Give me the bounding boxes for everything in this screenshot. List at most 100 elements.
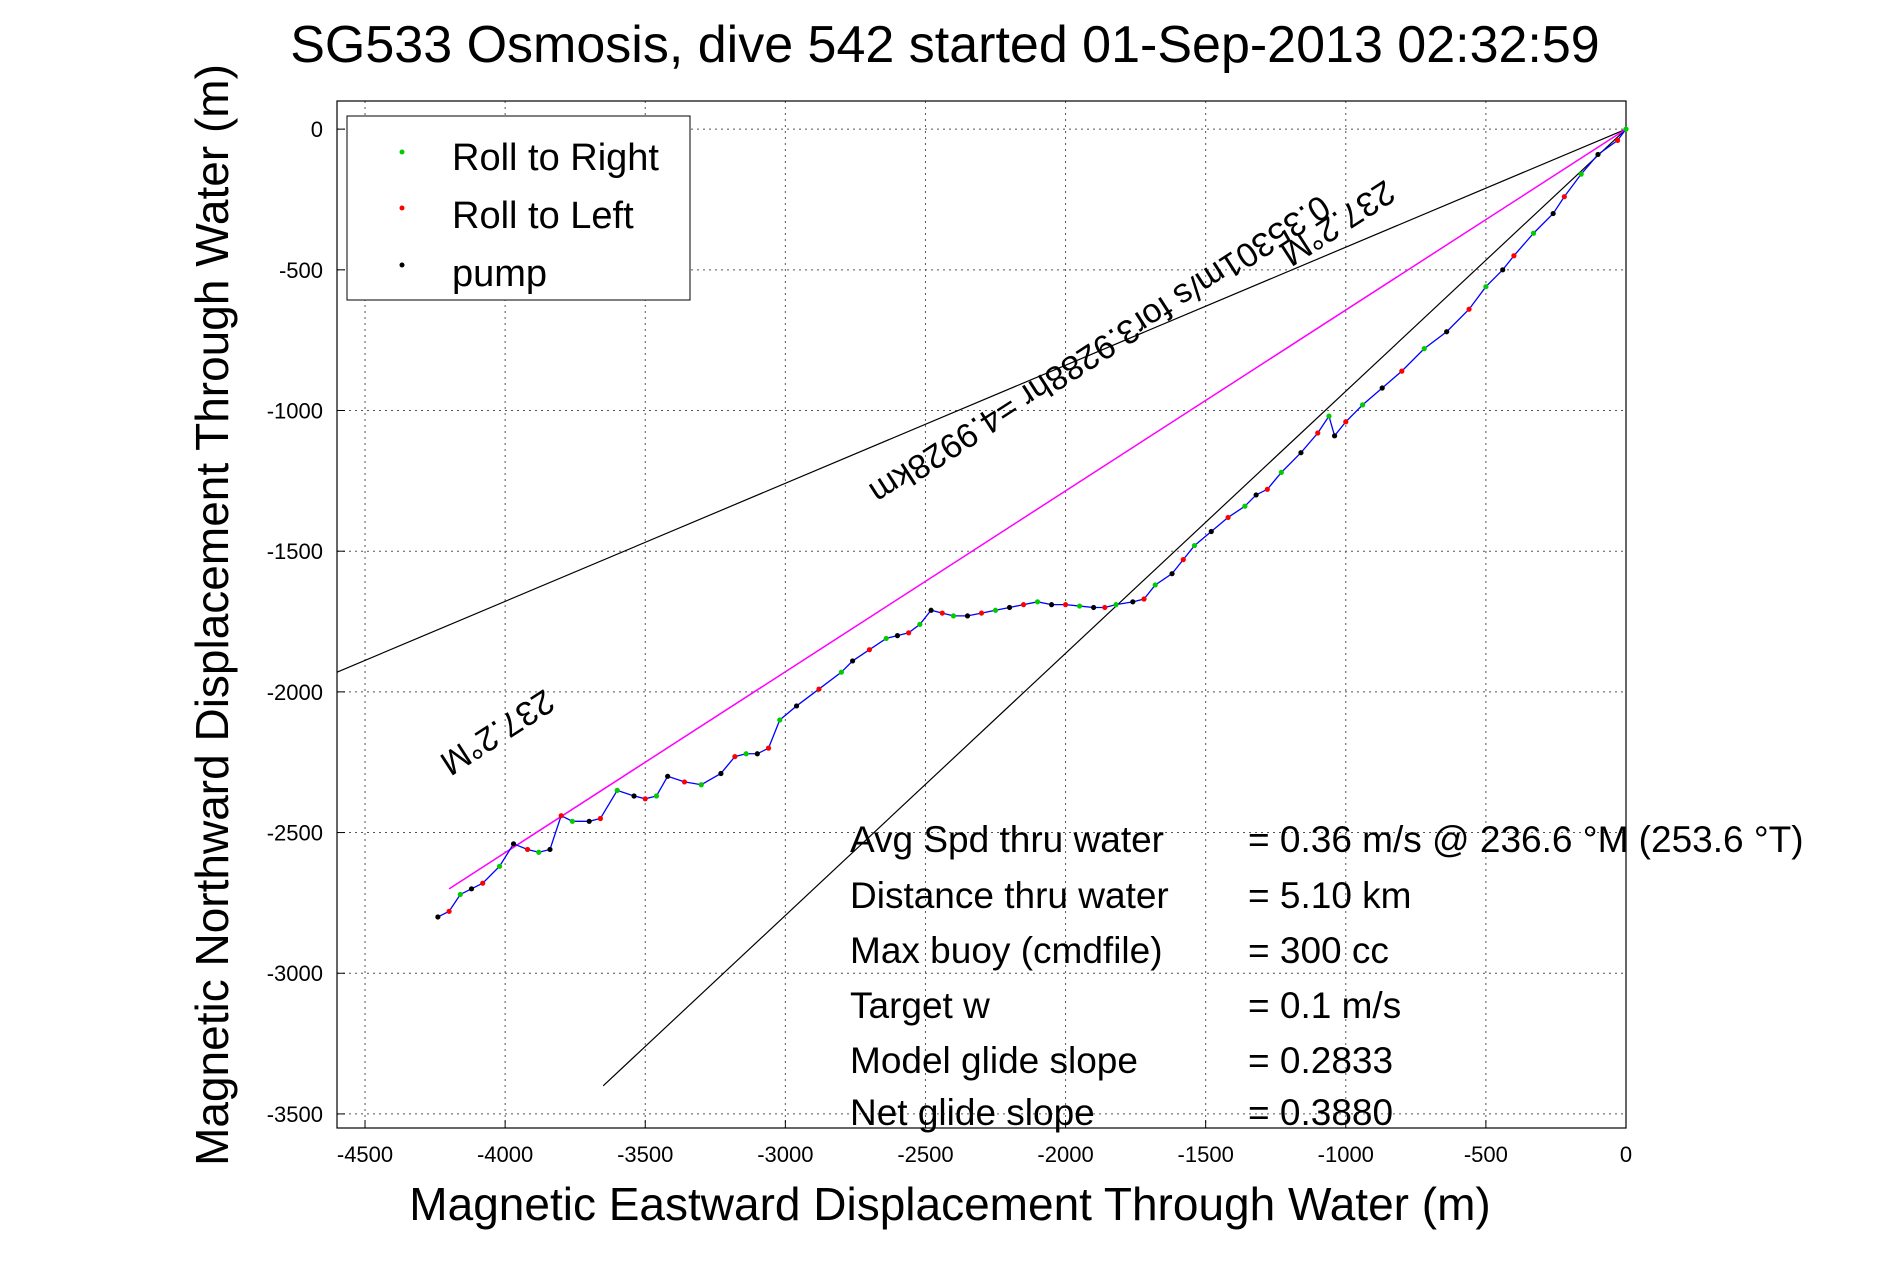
summary-label-max-buoy: Max buoy (cmdfile)	[850, 930, 1163, 971]
track-point-roll-left	[765, 745, 772, 751]
summary-label-target-w: Target w	[850, 985, 990, 1026]
summary-value-target-w: = 0.1 m/s	[1248, 985, 1401, 1026]
track-point-roll-right	[1483, 284, 1489, 290]
track-point-roll-right	[1191, 542, 1198, 549]
summary-value-net-glide: = 0.3880	[1248, 1092, 1393, 1133]
track-point-pump	[631, 793, 637, 799]
y-tick-label: -2000	[267, 680, 323, 705]
y-tick-label: -2500	[267, 821, 323, 846]
x-tick-label: -2500	[897, 1142, 953, 1167]
summary-value-distance: = 5.10 km	[1248, 875, 1412, 916]
track-point-roll-right	[569, 818, 575, 824]
track-point-pump	[468, 886, 475, 892]
x-tick-label: -500	[1464, 1142, 1508, 1167]
track-point-roll-right	[614, 787, 620, 793]
track-point-roll-left	[1102, 604, 1108, 611]
track-point-roll-left	[1561, 194, 1567, 200]
summary-annotations: Avg Spd thru water = 0.36 m/s @ 236.6 °M…	[850, 819, 1804, 1133]
track-point-roll-left	[816, 686, 822, 692]
x-axis-label: Magnetic Eastward Displacement Through W…	[409, 1178, 1490, 1230]
track-point-pump	[850, 658, 856, 664]
track-point-pump	[1444, 329, 1450, 335]
legend-marker-roll-left	[399, 205, 405, 211]
track-point-roll-left	[480, 880, 486, 886]
track-point-pump	[1595, 151, 1601, 158]
grid	[337, 101, 1627, 1128]
track-point-roll-right	[1578, 171, 1584, 177]
track-point-roll-right	[536, 849, 542, 855]
legend-marker-roll-right	[399, 149, 405, 155]
track-point-roll-right	[1076, 603, 1083, 609]
legend-marker-pump	[399, 262, 405, 268]
track-point-roll-left	[681, 779, 688, 785]
track-point-roll-left	[866, 647, 873, 653]
track-point-roll-right	[743, 751, 749, 757]
track-point-pump	[1130, 599, 1136, 605]
y-tick-label: -3000	[267, 961, 323, 986]
y-axis-label: Magnetic Northward Displacement Through …	[186, 64, 238, 1166]
track-point-roll-left	[524, 846, 531, 853]
track-point-roll-right	[777, 717, 783, 723]
plot-frame	[336, 100, 1627, 1129]
track-point-pump	[964, 613, 971, 619]
track-point-pump	[1048, 602, 1055, 608]
track-point-pump	[1253, 492, 1259, 498]
track-point-roll-left	[1466, 306, 1472, 312]
x-tick-label: -1000	[1318, 1142, 1374, 1167]
track-point-roll-left	[978, 610, 985, 616]
legend-label-roll-right: Roll to Right	[452, 137, 659, 179]
legend-label-roll-left: Roll to Left	[452, 195, 634, 237]
track-point-roll-left	[1180, 557, 1186, 563]
y-axis-ticks: 0 -500 -1000 -1500 -2000 -2500 -3000 -3500	[267, 117, 345, 1127]
chart-title: SG533 Osmosis, dive 542 started 01-Sep-2…	[290, 16, 1599, 74]
summary-label-model-glide: Model glide slope	[850, 1040, 1138, 1081]
y-tick-label: -1000	[267, 399, 323, 424]
x-axis-ticks: -4500 -4000 -3500 -3000 -2500 -2000 -1500 -1000…	[337, 1120, 1632, 1167]
track-point-roll-left	[558, 813, 564, 819]
track-point-pump	[718, 770, 724, 777]
track-point-pump	[793, 703, 800, 709]
track-point-roll-left	[642, 796, 648, 802]
heading-line	[448, 128, 1627, 890]
track-point-roll-left	[1141, 596, 1147, 602]
track-point-roll-right	[653, 793, 660, 799]
x-tick-label: -2000	[1037, 1142, 1093, 1167]
track-point-pump	[754, 751, 760, 757]
track-point-pump	[1090, 604, 1097, 611]
track-point-roll-right	[698, 782, 704, 788]
y-tick-label: -500	[279, 258, 323, 283]
track-point-roll-right	[917, 621, 923, 627]
track-point-pump	[928, 607, 934, 613]
summary-value-model-glide: = 0.2833	[1248, 1040, 1393, 1081]
line-annotation: 237.2°M	[433, 682, 560, 783]
track-point-roll-right	[1034, 599, 1041, 605]
track-point-roll-left	[1315, 430, 1321, 436]
track-point-pump	[894, 633, 901, 639]
track-point-roll-left	[732, 753, 738, 760]
track-point-roll-right	[1530, 230, 1537, 236]
track-point-roll-right	[457, 891, 463, 898]
track-point-roll-left	[1614, 137, 1621, 143]
track-point-roll-right	[496, 863, 503, 869]
summary-label-avg-speed: Avg Spd thru water	[850, 819, 1164, 860]
track-point-roll-right	[1421, 346, 1427, 352]
legend: Roll to Right Roll to Left pump	[346, 115, 691, 301]
track-point-pump	[435, 914, 441, 920]
track-point-roll-right	[1326, 413, 1332, 419]
track-point-pump	[1500, 267, 1506, 273]
line-annotation: 0.35301m/s for3.9288hr =4.9928km	[863, 187, 1337, 512]
track-point-pump	[1169, 571, 1175, 577]
track-line	[437, 128, 1627, 918]
track-point-roll-right	[950, 613, 957, 619]
track-point-roll-left	[1062, 602, 1069, 608]
track-point-pump	[1298, 450, 1304, 456]
track-point-pump	[665, 773, 671, 779]
reference-line	[602, 128, 1627, 1087]
summary-value-max-buoy: = 300 cc	[1248, 930, 1389, 971]
x-tick-label: -3000	[757, 1142, 813, 1167]
x-tick-label: -1500	[1178, 1142, 1234, 1167]
track-point-roll-left	[906, 630, 912, 636]
legend-label-pump: pump	[452, 253, 547, 295]
track-point-roll-right	[992, 607, 999, 613]
